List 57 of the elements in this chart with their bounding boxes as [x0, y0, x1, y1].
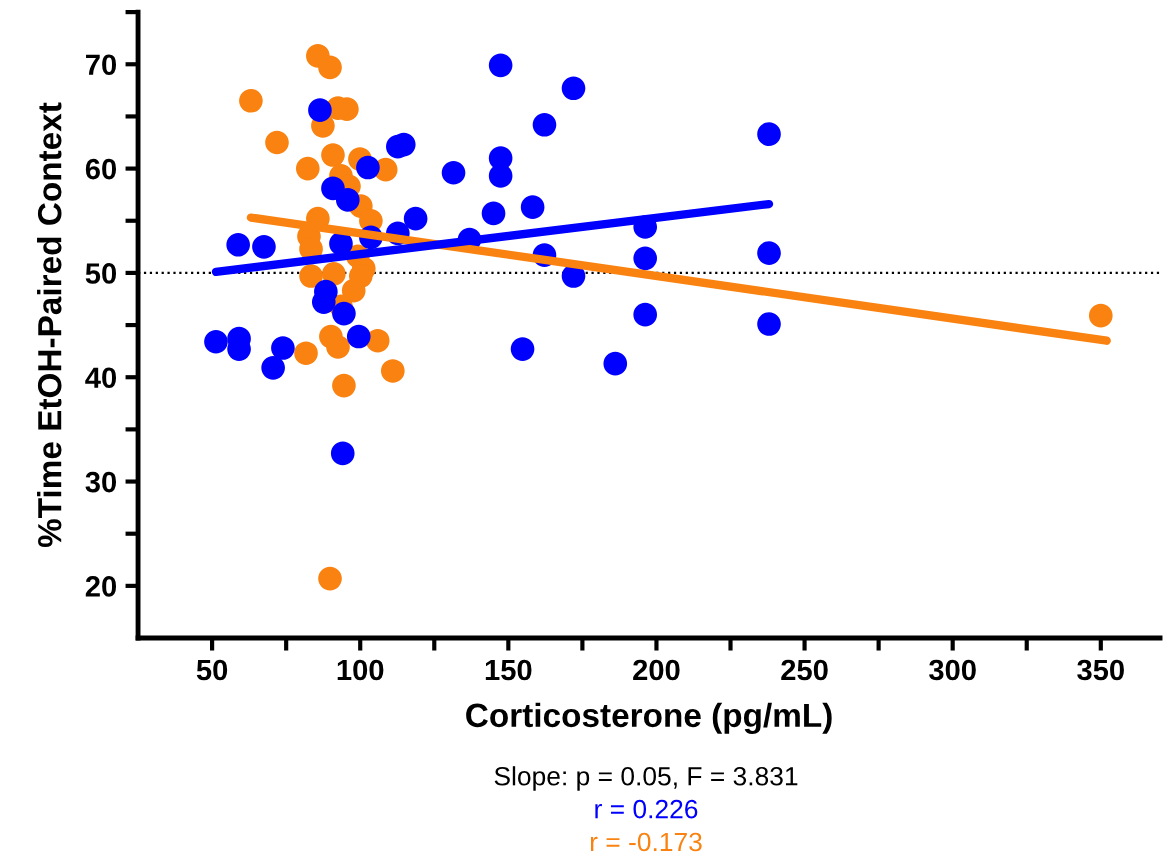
point — [226, 232, 250, 257]
x-tick-label: 150 — [485, 659, 532, 681]
point — [335, 188, 360, 212]
point — [561, 76, 586, 101]
point — [488, 53, 513, 78]
point — [326, 335, 350, 359]
x-tick-label: 350 — [1077, 659, 1124, 681]
y-tick-label: 20 — [85, 576, 117, 597]
point — [295, 156, 320, 181]
point — [757, 312, 781, 336]
point — [321, 143, 345, 167]
point — [204, 329, 228, 354]
y-tick-label: 50 — [85, 263, 117, 284]
point — [633, 302, 658, 327]
x-tick-label: 100 — [337, 659, 384, 681]
point — [239, 88, 263, 113]
point — [520, 195, 545, 220]
point — [603, 351, 628, 376]
point — [308, 98, 332, 122]
x-tick-label: 50 — [196, 659, 228, 681]
point — [441, 160, 466, 185]
point — [271, 336, 295, 360]
y-tick-label: 60 — [85, 158, 117, 180]
text: r = -0.173 — [590, 832, 702, 852]
point — [757, 122, 781, 146]
point — [403, 206, 428, 231]
point — [332, 373, 356, 398]
point — [341, 278, 366, 303]
y-tick-label: 30 — [85, 471, 117, 493]
point — [294, 341, 318, 366]
text: r = 0.226 — [595, 799, 698, 819]
point — [481, 201, 506, 226]
point — [380, 359, 405, 383]
point — [261, 356, 285, 380]
y-tick-label: 70 — [86, 54, 117, 76]
point — [332, 301, 356, 326]
point — [488, 164, 513, 188]
point — [330, 441, 355, 466]
x-tick-label: 250 — [781, 659, 828, 681]
point — [510, 337, 535, 361]
point — [633, 246, 658, 271]
point — [1088, 303, 1113, 328]
point — [356, 155, 380, 180]
y-axis-title: %Time EtOH-Paired Context — [37, 102, 62, 548]
point — [299, 264, 323, 288]
point — [252, 235, 276, 259]
x-axis-title: Corticosterone (pg/mL) — [466, 702, 832, 734]
point — [318, 55, 342, 80]
text: Slope: p = 0.05, F = 3.831 — [494, 766, 798, 791]
point — [532, 112, 557, 137]
point — [757, 241, 781, 265]
point — [346, 324, 371, 349]
point — [318, 566, 342, 591]
point — [265, 130, 289, 155]
x-tick-label: 200 — [633, 659, 680, 681]
x-tick-label: 300 — [929, 659, 976, 681]
y-tick-label: 40 — [85, 367, 117, 389]
